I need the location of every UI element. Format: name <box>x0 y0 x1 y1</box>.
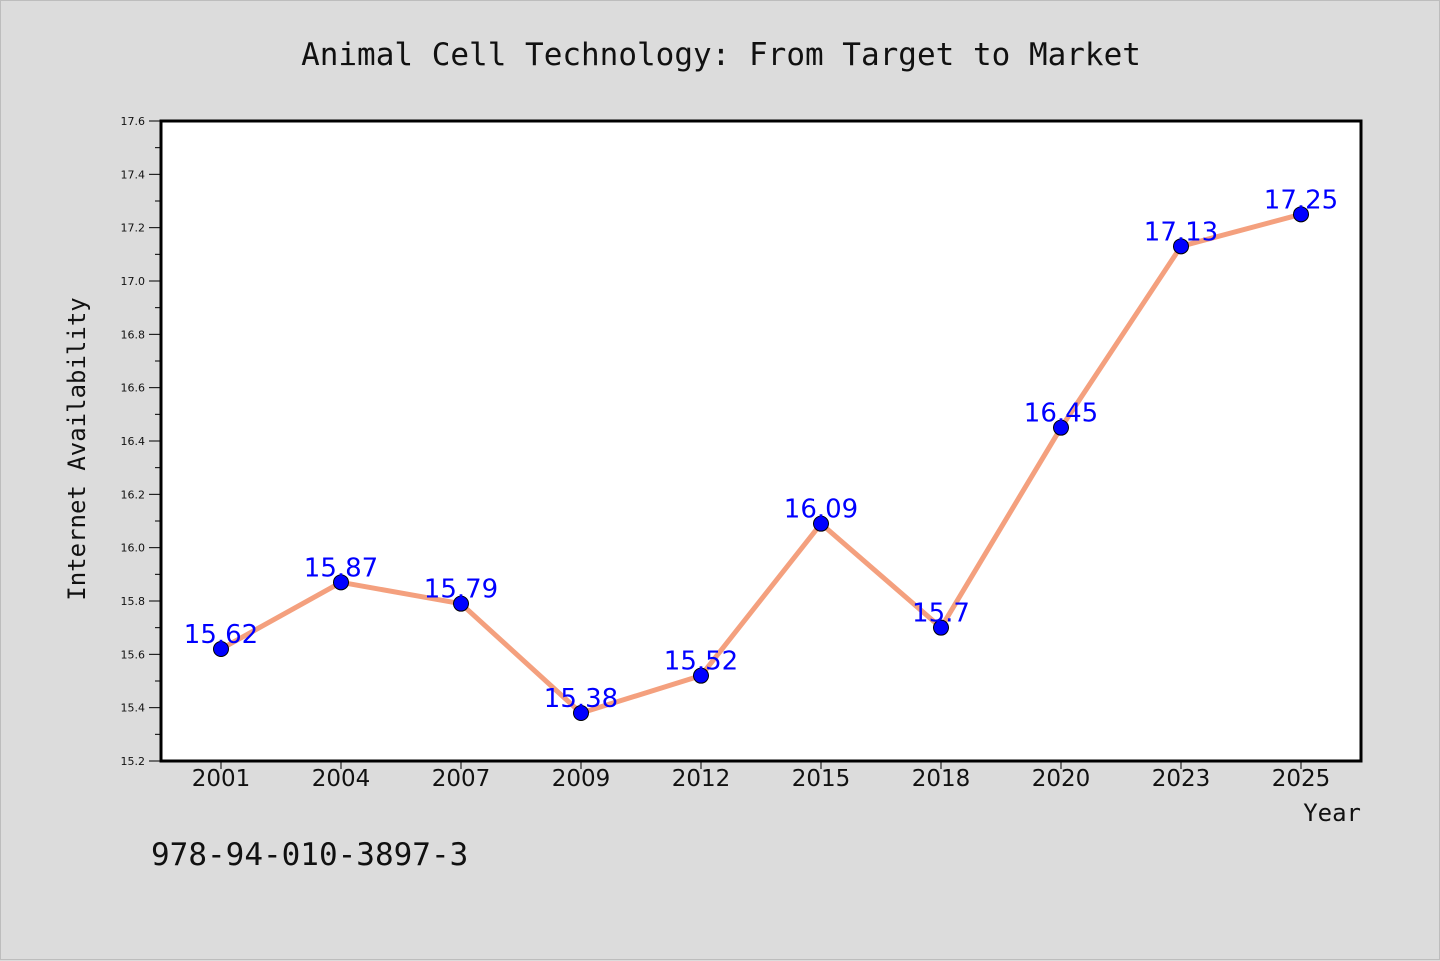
data-label: 15.62 <box>184 620 258 650</box>
data-markers <box>213 206 1309 721</box>
data-point <box>453 595 469 612</box>
y-tick-label: 16.2 <box>121 488 146 501</box>
x-tick-label: 2020 <box>1032 766 1091 792</box>
x-tick-label: 2007 <box>432 766 491 792</box>
x-tick-label: 2009 <box>552 766 611 792</box>
y-tick-label: 15.4 <box>121 702 146 715</box>
plot-area <box>159 119 1363 763</box>
y-axis-label: Internet Availability <box>63 297 91 600</box>
data-point <box>813 515 829 532</box>
y-axis: 15.2 15.4 15.6 15.8 16.0 16.2 16.4 16.6 16.8 17.0… <box>121 115 161 768</box>
x-axis: 2001 2004 2007 2009 2012 2015 2018 2020 2023 2025 <box>192 761 1331 792</box>
data-label: 15.38 <box>544 684 618 714</box>
y-tick-label: 17.2 <box>121 222 146 235</box>
data-point <box>213 641 229 657</box>
y-tick-label: 15.8 <box>121 595 146 608</box>
data-label: 17.25 <box>1264 185 1338 215</box>
y-tick-label: 17.0 <box>121 275 146 288</box>
data-point <box>333 574 349 591</box>
x-tick-label: 2012 <box>672 766 731 792</box>
y-tick-label: 16.4 <box>121 435 146 448</box>
data-label: 16.45 <box>1024 399 1098 429</box>
data-point <box>933 619 949 636</box>
data-point <box>1293 206 1309 223</box>
data-point <box>693 667 709 684</box>
y-tick-label: 15.2 <box>121 755 146 768</box>
chart-title: Animal Cell Technology: From Target to M… <box>301 37 1141 73</box>
x-tick-label: 2018 <box>912 766 971 792</box>
x-tick-label: 2004 <box>312 766 371 792</box>
data-label: 15.52 <box>664 647 738 677</box>
y-tick-label: 16.6 <box>121 382 146 395</box>
data-label: 17.13 <box>1144 217 1218 247</box>
y-tick-label: 17.6 <box>121 115 146 128</box>
y-tick-label: 15.6 <box>121 648 146 661</box>
data-point <box>1173 238 1189 255</box>
series-line <box>218 211 1304 716</box>
y-tick-label: 16.8 <box>121 328 146 341</box>
x-tick-label: 2015 <box>792 766 851 792</box>
x-tick-label: 2023 <box>1152 766 1211 792</box>
x-tick-label: 2001 <box>192 766 251 792</box>
y-tick-label: 16.0 <box>121 542 146 555</box>
data-point <box>573 705 589 721</box>
isbn-text: 978-94-010-3897-3 <box>151 837 468 873</box>
data-point <box>1053 419 1069 436</box>
x-axis-label: Year <box>1303 799 1361 827</box>
data-label: 15.79 <box>424 575 498 605</box>
y-tick-label: 17.4 <box>121 168 146 181</box>
x-tick-label: 2025 <box>1272 766 1331 792</box>
data-labels: 15.62 15.87 15.79 15.38 15.52 16.09 15.7 16.45 1… <box>184 185 1338 714</box>
data-label: 15.7 <box>912 599 970 629</box>
data-label: 16.09 <box>784 495 858 525</box>
data-label: 15.87 <box>304 553 378 583</box>
